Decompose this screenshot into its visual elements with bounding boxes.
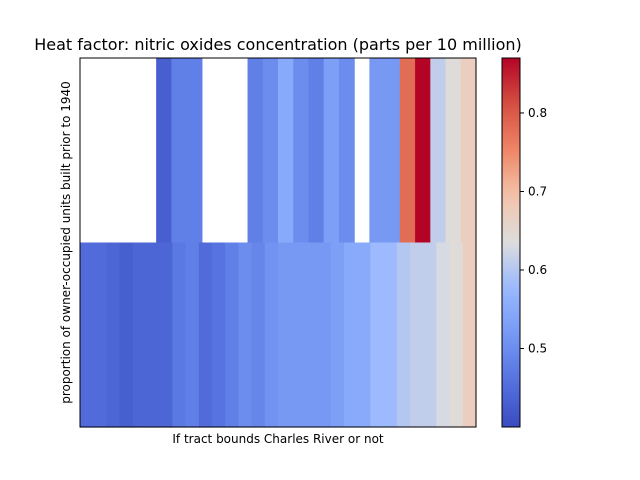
plot-frame <box>79 57 477 428</box>
heatmap-cell <box>198 242 213 428</box>
chart-title: Heat factor: nitric oxides concentration… <box>34 35 522 54</box>
heatmap-cell <box>238 242 253 428</box>
heatmap-cell <box>330 242 345 428</box>
heatmap-cell <box>410 242 424 428</box>
heatmap-cells <box>80 58 477 428</box>
colorbar-tick-label: 0.7 <box>528 184 547 198</box>
heatmap-cell <box>106 242 121 428</box>
heatmap-cell <box>423 242 437 428</box>
heatmap-cell <box>278 58 294 244</box>
y-axis-label: proportion of owner-occupied units built… <box>59 81 73 404</box>
heatmap-cell <box>212 242 226 428</box>
heatmap-cell <box>396 242 411 428</box>
colorbar-tick-label: 0.8 <box>528 106 547 120</box>
heatmap-cell <box>449 242 464 428</box>
heatmap-cell <box>384 58 401 244</box>
colorbar-tick-label: 0.6 <box>528 263 547 277</box>
heatmap-cell <box>93 242 107 428</box>
heatmap-cell <box>415 58 431 244</box>
heatmap-cell <box>344 242 358 428</box>
heatmap-cell <box>264 242 279 428</box>
heatmap-cell <box>436 242 451 428</box>
heatmap-cell <box>278 242 292 428</box>
heatmap-cell <box>159 242 173 428</box>
heatmap-cell <box>171 58 188 244</box>
heatmap-cell <box>119 242 134 428</box>
heatmap-cell <box>317 242 332 428</box>
colorbar <box>501 57 521 428</box>
heatmap-cell <box>399 58 416 244</box>
heatmap-cell <box>369 58 386 244</box>
heatmap-cell <box>185 242 200 428</box>
heatmap-cell <box>225 242 239 428</box>
heatmap-cell <box>186 58 203 244</box>
heatmap-cell <box>460 58 477 244</box>
heatmap-cell <box>357 242 371 428</box>
heatmap-cell <box>304 242 319 428</box>
heatmap-cell <box>445 58 462 244</box>
heatmap-cell <box>156 58 172 244</box>
x-axis-label: If tract bounds Charles River or not <box>172 432 384 446</box>
heatmap-cell <box>308 58 325 244</box>
heatmap-cell <box>172 242 187 428</box>
heatmap-cell <box>262 58 279 244</box>
heatmap-cell <box>323 58 340 244</box>
heatmap-cell <box>462 242 477 428</box>
heatmap-cell <box>251 242 266 428</box>
heatmap-cell <box>80 242 94 428</box>
colorbar-tick-label: 0.5 <box>528 341 547 355</box>
heatmap-cell <box>370 242 385 428</box>
heatmap-cell <box>430 58 447 244</box>
colorbar-ticks: 0.5 0.6 0.7 0.8 <box>520 106 547 355</box>
heatmap-cell <box>146 242 160 428</box>
heatmap-cell <box>291 242 305 428</box>
heatmap-cell <box>293 58 310 244</box>
heatmap-cell <box>132 242 147 428</box>
heatmap-cell <box>383 242 398 428</box>
heatmap-cell <box>247 58 264 244</box>
heatmap-cell <box>338 58 355 244</box>
